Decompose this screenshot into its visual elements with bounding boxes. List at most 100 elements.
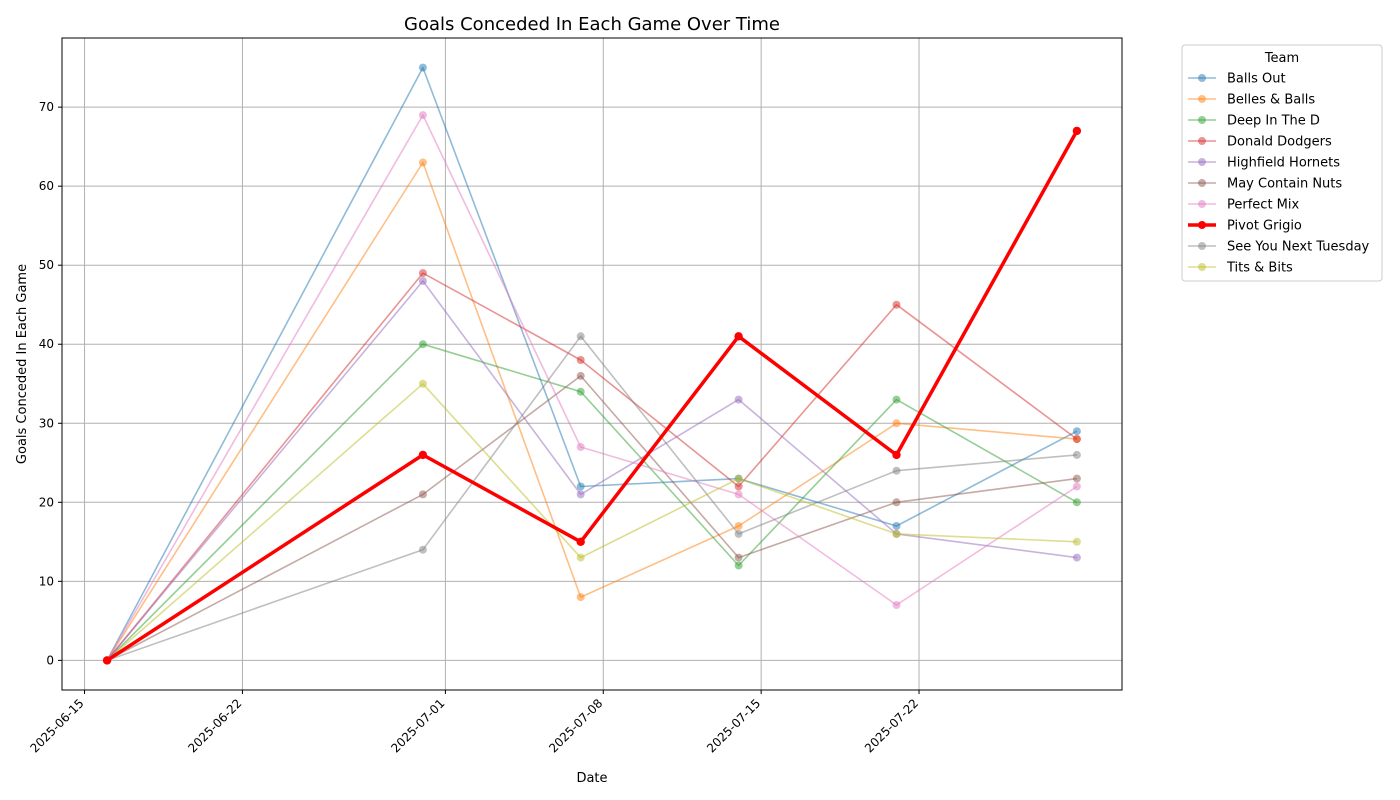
- legend-marker: [1198, 263, 1206, 271]
- series-lines: [102, 63, 1082, 665]
- data-point: [418, 63, 427, 72]
- series-tits-bits: [103, 379, 1081, 665]
- y-tick-label: 20: [39, 495, 54, 509]
- series-line: [106, 161, 1077, 661]
- data-point: [734, 482, 743, 491]
- legend-marker: [1198, 95, 1206, 103]
- legend-marker: [1198, 137, 1206, 145]
- data-point: [418, 545, 427, 554]
- legend-item: Donald Dodgers: [1188, 135, 1332, 150]
- data-point: [1072, 537, 1081, 546]
- legend-box: [1181, 44, 1383, 282]
- data-point: [418, 277, 427, 285]
- legend-marker: [1198, 116, 1206, 124]
- legend-item: Pivot Grigio: [1188, 219, 1302, 234]
- y-axis-title: Goals Conceded In Each Game: [15, 264, 30, 464]
- y-tick-label: 50: [39, 258, 54, 272]
- data-point: [734, 474, 743, 483]
- data-point: [734, 332, 743, 341]
- legend-label: Tits & Bits: [1226, 261, 1293, 276]
- legend-title: Team: [1264, 51, 1299, 66]
- data-point: [418, 379, 427, 388]
- legend-item: May Contain Nuts: [1188, 177, 1342, 192]
- data-point: [418, 111, 427, 120]
- data-point: [734, 561, 743, 570]
- series-line: [106, 375, 1078, 662]
- data-point: [892, 395, 901, 404]
- data-point: [892, 498, 901, 507]
- data-point: [576, 490, 585, 499]
- data-point: [576, 443, 585, 451]
- data-point: [576, 593, 585, 602]
- y-tick-label: 40: [39, 337, 54, 351]
- data-point: [734, 529, 743, 538]
- y-tick-label: 10: [39, 574, 54, 588]
- legend-item: Perfect Mix: [1188, 198, 1299, 213]
- data-point: [418, 269, 427, 278]
- data-point: [576, 371, 585, 380]
- data-point: [892, 522, 901, 530]
- data-point: [576, 553, 585, 562]
- series-pivot-grigio: [102, 126, 1082, 665]
- data-point: [1072, 435, 1081, 444]
- y-tick-label: 0: [46, 653, 54, 667]
- legend: Team Balls Out Belles & Balls Deep In The …: [1181, 44, 1383, 282]
- data-point: [576, 332, 585, 341]
- legend-label: Highfield Hornets: [1227, 156, 1340, 171]
- series-line: [106, 66, 1078, 661]
- legend-label: Perfect Mix: [1227, 198, 1299, 213]
- y-tick-label: 30: [39, 416, 54, 430]
- plot-frame: [61, 37, 1123, 691]
- data-point: [892, 419, 901, 428]
- series-line: [106, 335, 1077, 662]
- legend-item: Belles & Balls: [1188, 93, 1315, 108]
- legend-label: Donald Dodgers: [1227, 135, 1332, 150]
- legend-marker: [1198, 158, 1206, 166]
- series-line: [106, 272, 1078, 661]
- data-point: [892, 601, 901, 609]
- legend-label: Belles & Balls: [1227, 93, 1315, 108]
- legend-marker: [1198, 74, 1206, 82]
- data-point: [1072, 427, 1081, 436]
- legend-marker: [1198, 200, 1206, 208]
- data-point: [892, 529, 901, 538]
- legend-items: Balls Out Belles & Balls Deep In The D Dona…: [1188, 72, 1370, 276]
- legend-marker: [1198, 242, 1206, 250]
- legend-label: Balls Out: [1227, 72, 1286, 87]
- data-point: [734, 395, 743, 404]
- legend-item: Deep In The D: [1188, 114, 1320, 129]
- legend-item: See You Next Tuesday: [1188, 240, 1370, 255]
- series-line: [106, 382, 1077, 662]
- data-point: [418, 158, 427, 167]
- data-point: [576, 356, 585, 364]
- legend-label: Pivot Grigio: [1227, 219, 1302, 234]
- data-point: [576, 482, 585, 491]
- data-point: [1072, 482, 1081, 491]
- data-point: [1072, 498, 1081, 507]
- data-point: [576, 537, 585, 546]
- data-point: [418, 490, 427, 499]
- data-point: [576, 387, 585, 396]
- legend-marker: [1198, 221, 1206, 229]
- data-point: [734, 553, 743, 562]
- data-point: [734, 490, 743, 499]
- legend-item: Balls Out: [1188, 72, 1286, 87]
- legend-item: Highfield Hornets: [1188, 156, 1340, 171]
- data-point: [418, 340, 427, 349]
- y-tick-label: 70: [39, 100, 54, 114]
- chart-title: Goals Conceded In Each Game Over Time: [404, 14, 780, 35]
- data-point: [102, 656, 112, 665]
- data-point: [1072, 474, 1081, 483]
- x-axis-title: Date: [576, 771, 607, 786]
- series-line: [106, 280, 1078, 661]
- series-line: [106, 114, 1078, 661]
- data-point: [418, 450, 428, 460]
- y-tick-label: 60: [39, 179, 54, 193]
- series-line: [106, 343, 1078, 661]
- data-point: [892, 466, 901, 475]
- legend-item: Tits & Bits: [1188, 261, 1293, 276]
- legend-label: Deep In The D: [1227, 114, 1320, 129]
- data-point: [734, 522, 743, 530]
